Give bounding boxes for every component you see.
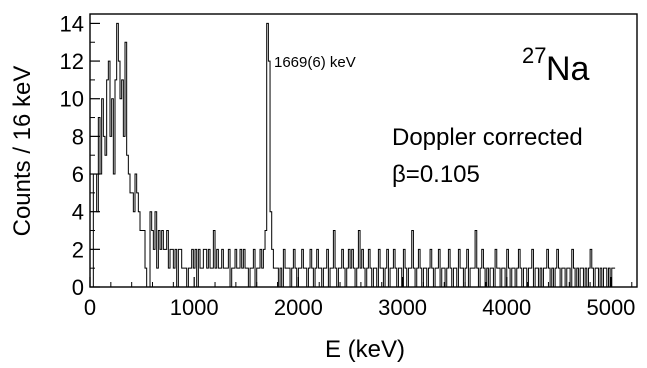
beta-note: β=0.105 [392, 161, 480, 188]
histogram-bin [237, 268, 239, 287]
histogram-bin [210, 268, 212, 287]
histogram-bin [258, 268, 260, 287]
histogram-line [91, 22, 616, 288]
histogram-bin [113, 174, 115, 287]
x-axis-title: E (keV) [325, 336, 405, 363]
plot-frame [89, 13, 638, 288]
y-axis-title: Counts / 16 keV [9, 66, 36, 237]
histogram-bin [223, 268, 225, 287]
tick-labels-layer: 0 1000 2000 3000 4000 5000 0 2 4 6 8 10 12 14 [60, 11, 636, 320]
histogram-bin [332, 268, 334, 287]
x-tick-label: 4000 [482, 295, 531, 320]
histogram-bin [225, 268, 227, 287]
histogram-bin [287, 268, 289, 287]
x-tick-label: 1000 [170, 295, 219, 320]
histogram-bin [242, 268, 244, 287]
y-tick-label: 14 [60, 11, 84, 36]
histogram-bin [233, 268, 235, 287]
histogram-bin [392, 268, 394, 287]
histogram-series [91, 22, 616, 288]
histogram-bin [472, 268, 474, 287]
histogram-bin [325, 268, 327, 287]
plot-frame-layer [89, 13, 638, 288]
histogram-bin [220, 268, 222, 287]
histogram-bin [123, 136, 125, 287]
y-tick-label: 4 [72, 200, 84, 225]
histogram-bin [182, 268, 184, 287]
x-tick-label: 5000 [586, 295, 635, 320]
y-tick-label: 0 [72, 275, 84, 300]
histogram-bin [252, 268, 254, 287]
isotope-label: 27 Na [522, 43, 590, 88]
histogram-bin [300, 268, 302, 287]
histogram-bin [613, 268, 615, 287]
x-tick-label: 0 [84, 295, 96, 320]
histogram-bin [165, 249, 167, 287]
histogram-bin [303, 268, 305, 287]
histogram-bin [127, 155, 129, 287]
histogram-bin [262, 268, 264, 287]
y-tick-label: 10 [60, 87, 84, 112]
histogram-bin [545, 268, 547, 287]
histogram-bin [200, 268, 202, 287]
tick-marks-layer [89, 22, 633, 288]
histogram-bin [183, 268, 185, 287]
histogram-bin [207, 268, 209, 287]
histogram-bin [140, 231, 142, 287]
histogram-bin [437, 268, 439, 287]
histogram-bin [460, 268, 462, 287]
histogram-bin [273, 268, 275, 287]
histogram-bin [120, 99, 122, 287]
x-tick-label: 3000 [378, 295, 427, 320]
doppler-note: Doppler corrected [392, 124, 583, 151]
histogram-bin [473, 268, 475, 287]
histogram-bin [168, 268, 170, 287]
histogram-bin [133, 212, 135, 287]
histogram-bin [142, 231, 144, 287]
histogram-bin [110, 136, 112, 287]
histogram-bin [285, 268, 287, 287]
y-tick-label: 6 [72, 162, 84, 187]
histogram-bin [227, 268, 229, 287]
isotope-mass-number: 27 [522, 43, 546, 68]
histogram-bin [350, 268, 352, 287]
histogram-bin [530, 268, 532, 287]
y-tick-label: 2 [72, 237, 84, 262]
histogram-bin [130, 193, 132, 287]
peak-annotation: 1669(6) keV [274, 54, 356, 71]
histogram-bin [153, 249, 155, 287]
histogram-bin [245, 268, 247, 287]
histogram-bin [275, 268, 277, 287]
x-tick-label: 2000 [274, 295, 323, 320]
histogram-bin [202, 268, 204, 287]
histogram-bin [160, 249, 162, 287]
histogram-bin [212, 268, 214, 287]
histogram-bin [190, 268, 192, 287]
histogram-bin [238, 268, 240, 287]
y-tick-label: 12 [60, 49, 84, 74]
histogram-bin [497, 268, 499, 287]
histogram-bin [105, 155, 107, 287]
y-tick-label: 8 [72, 124, 84, 149]
histogram-bin [410, 268, 412, 287]
isotope-symbol: Na [546, 50, 590, 88]
histogram-bin [218, 268, 220, 287]
histogram-bin [157, 268, 159, 287]
histogram-bin [163, 249, 165, 287]
histogram-bin [100, 174, 102, 287]
histogram-bin [103, 136, 105, 287]
